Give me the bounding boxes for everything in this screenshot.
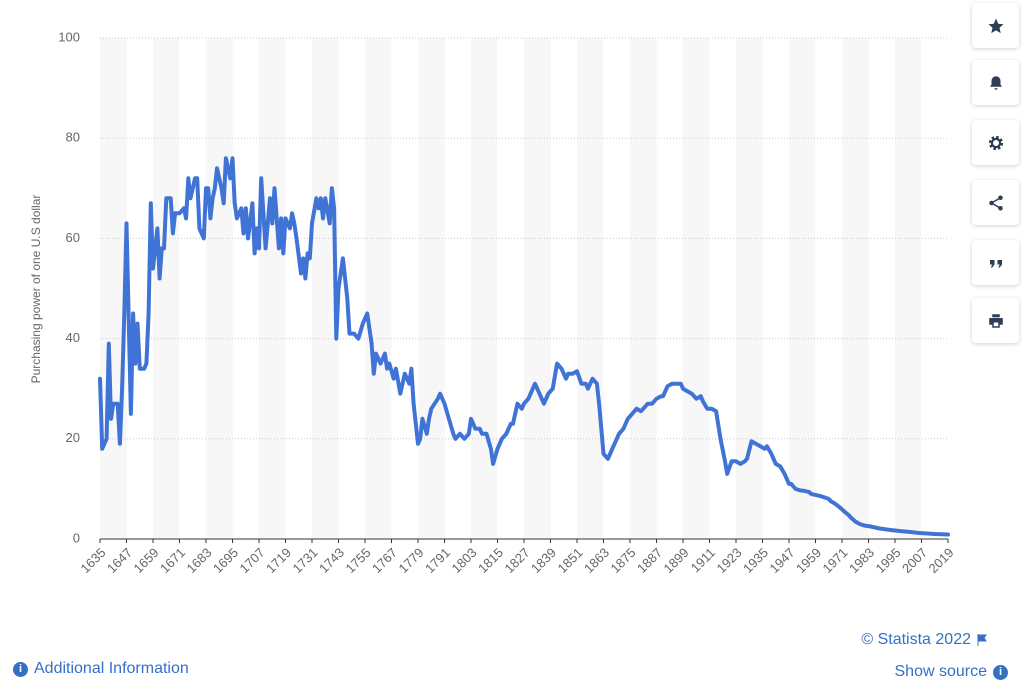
favorite-button[interactable] <box>972 3 1019 48</box>
band <box>895 38 922 539</box>
x-tick-label: 1827 <box>501 545 532 576</box>
x-tick-label: 1719 <box>263 545 294 576</box>
x-tick-label: 1803 <box>448 545 479 576</box>
show-source[interactable]: Show source i <box>894 663 1008 681</box>
band <box>153 38 180 539</box>
y-tick-label: 60 <box>66 230 80 245</box>
x-tick-label: 1851 <box>554 545 585 576</box>
x-tick-label: 1659 <box>130 545 161 576</box>
x-tick-label: 1779 <box>395 545 426 576</box>
y-tick-label: 80 <box>66 130 80 145</box>
x-tick-label: 1683 <box>183 545 214 576</box>
x-tick-label: 1731 <box>289 545 320 576</box>
x-tick-label: 1899 <box>660 545 691 576</box>
settings-button[interactable] <box>972 120 1019 165</box>
x-tick-label: 2019 <box>925 545 956 576</box>
y-tick-label: 100 <box>58 29 80 44</box>
y-axis-label: Purchasing power of one U.S dollar <box>29 195 43 384</box>
share-button[interactable] <box>972 180 1019 225</box>
copyright[interactable]: © Statista 2022 <box>861 631 987 649</box>
additional-info-text: Additional Information <box>34 660 189 677</box>
x-tick-label: 1971 <box>819 545 850 576</box>
band <box>630 38 657 539</box>
x-tick-label: 1767 <box>369 545 400 576</box>
band <box>683 38 710 539</box>
print-button[interactable] <box>972 298 1019 343</box>
x-tick-label: 1695 <box>210 545 241 576</box>
x-tick-label: 1935 <box>740 545 771 576</box>
band <box>577 38 604 539</box>
band <box>789 38 816 539</box>
data-line <box>98 156 950 537</box>
x-tick-label: 1887 <box>634 545 665 576</box>
band <box>524 38 551 539</box>
band <box>100 38 127 539</box>
y-tick-label: 40 <box>66 330 80 345</box>
x-tick-label: 1875 <box>607 545 638 576</box>
x-tick-label: 1707 <box>236 545 267 576</box>
x-tick-label: 1815 <box>475 545 506 576</box>
x-tick-label: 1959 <box>793 545 824 576</box>
additional-info[interactable]: i Additional Information <box>13 660 189 678</box>
x-tick-label: 1947 <box>766 545 797 576</box>
x-tick-label: 1791 <box>422 545 453 576</box>
x-tick-label: 1635 <box>77 545 108 576</box>
band <box>259 38 286 539</box>
x-tick-label: 1671 <box>157 545 188 576</box>
band <box>842 38 869 539</box>
y-tick-label: 0 <box>73 530 80 545</box>
x-tick-label: 1911 <box>688 545 718 575</box>
alert-button[interactable] <box>972 60 1019 105</box>
x-tick-label: 1995 <box>872 545 903 576</box>
x-tick-label: 1743 <box>316 545 347 576</box>
copyright-text: © Statista 2022 <box>861 631 971 648</box>
cite-button[interactable] <box>972 240 1019 285</box>
band <box>206 38 233 539</box>
x-tick-label: 1863 <box>581 545 612 576</box>
chart: Purchasing power of one U.S dollar 0 20 40… <box>29 29 956 576</box>
band <box>365 38 392 539</box>
x-tick-label: 2007 <box>899 545 930 576</box>
x-tick-label: 1923 <box>713 545 744 576</box>
x-tick-label: 1983 <box>846 545 877 576</box>
x-tick-label: 1755 <box>342 545 373 576</box>
show-source-text: Show source <box>894 663 988 680</box>
band <box>418 38 445 539</box>
y-tick-label: 20 <box>66 430 80 445</box>
x-tick-label: 1839 <box>528 545 559 576</box>
x-tick-label: 1647 <box>104 545 135 576</box>
